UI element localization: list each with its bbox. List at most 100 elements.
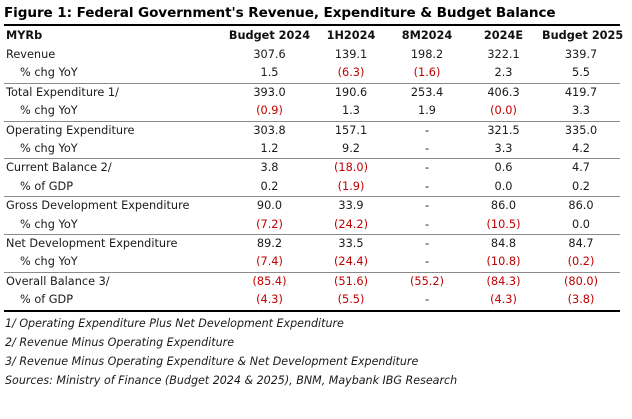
footnote: 1/ Operating Expenditure Plus Net Develo… — [5, 316, 344, 330]
value-cell: - — [389, 120, 465, 141]
value-cell: 1.3 — [342, 104, 360, 118]
footnotes: 1/ Operating Expenditure Plus Net Develo… — [4, 314, 620, 390]
header-row: MYRb Budget 2024 1H2024 8M2024 2024E Bud… — [4, 26, 624, 46]
value-cell: - — [389, 234, 465, 254]
value-cell: 322.1 — [487, 48, 520, 61]
table-row: Current Balance 2/3.8 (18.0) -0.6 4.7 — [4, 158, 620, 178]
value-cell: (0.0) — [490, 104, 517, 118]
value-cell: (0.2) — [567, 255, 595, 269]
column-header: Budget 2024 — [228, 29, 311, 42]
footnote: 3/ Revenue Minus Operating Expenditure &… — [5, 354, 419, 368]
value-cell: 2.3 — [494, 66, 513, 80]
value-cell: (24.2) — [334, 217, 368, 231]
value-cell: (55.2) — [389, 271, 465, 292]
value-cell: (85.4) — [226, 271, 313, 292]
row-sublabel: % chg YoY — [20, 66, 78, 80]
table-row: Operating Expenditure 303.8 157.1-321.5 335… — [4, 120, 620, 141]
value-cell: - — [389, 158, 465, 178]
value-cell: 9.2 — [342, 142, 360, 156]
value-cell: (1.6) — [413, 66, 441, 80]
value-cell: 419.7 — [542, 82, 620, 103]
value-cell: 4.2 — [572, 142, 590, 156]
footnote: 2/ Revenue Minus Operating Expenditure — [5, 335, 235, 349]
value-cell: 3.3 — [494, 142, 513, 156]
table-body: Revenue 307.6 139.1 198.2 322.1 339.7 % chg Yo… — [4, 46, 620, 312]
value-cell: (80.0) — [542, 271, 620, 292]
value-cell: (24.4) — [334, 255, 368, 269]
value-cell: (51.6) — [313, 271, 389, 292]
table-row: % chg YoY (0.9) 1.3 1.9 (0.0) 3.3 — [4, 102, 620, 121]
value-cell: 3.3 — [572, 104, 590, 118]
value-cell: 84.7 — [542, 234, 620, 254]
row-sublabel: % chg YoY — [20, 255, 78, 269]
column-header: MYRb — [6, 29, 43, 42]
value-cell: (6.3) — [337, 66, 365, 80]
table-row: % chg YoY 1.2 9.2 - 3.3 4.2 — [4, 140, 620, 159]
table-row: Total Expenditure 1/393.0 190.6 253.4 406.3… — [4, 82, 620, 103]
table-row: % of GDP (4.3) (5.5) - (4.3) (3.8) — [4, 291, 620, 312]
budget-table: MYRb Budget 2024 1H2024 8M2024 2024E Bud… — [4, 26, 624, 312]
value-cell: 84.8 — [465, 234, 542, 254]
table-row: % chg YoY (7.2) (24.2) - (10.5) 0.0 — [4, 216, 620, 235]
value-cell: 157.1 — [313, 120, 389, 141]
value-cell: - — [424, 255, 430, 269]
table-row: % chg YoY (7.4) (24.4) - (10.8) (0.2) — [4, 253, 620, 272]
value-cell: (3.8) — [542, 291, 620, 312]
row-label: Net Development Expenditure — [4, 234, 226, 254]
column-header: 8M2024 — [401, 29, 453, 42]
value-cell: - — [424, 179, 430, 193]
table-row: Net Development Expenditure 89.2 33.5-84.8… — [4, 234, 620, 254]
value-cell: (1.9) — [337, 179, 365, 193]
column-header: 1H2024 — [326, 29, 376, 42]
table-row: Overall Balance 3/(85.4) (51.6) (55.2) (84.… — [4, 271, 620, 292]
table-row: % of GDP 0.2 (1.9) - 0.0 0.2 — [4, 178, 620, 197]
value-cell: 90.0 — [226, 196, 313, 216]
value-cell: (10.5) — [486, 217, 521, 231]
row-label: Current Balance 2/ — [4, 158, 226, 178]
value-cell: 4.7 — [542, 158, 620, 178]
value-cell: 307.6 — [253, 48, 286, 61]
sources-note: Sources: Ministry of Finance (Budget 202… — [5, 373, 458, 387]
table-row: Gross Development Expenditure 90.0 33.9-86… — [4, 196, 620, 216]
value-cell: 1.5 — [260, 66, 279, 80]
row-label: Gross Development Expenditure — [4, 196, 226, 216]
value-cell: 0.2 — [572, 179, 590, 193]
value-cell: 33.5 — [313, 234, 389, 254]
row-label: Overall Balance 3/ — [4, 271, 226, 292]
row-label: Revenue — [6, 48, 56, 61]
value-cell: 139.1 — [334, 48, 368, 61]
value-cell: (18.0) — [313, 158, 389, 178]
value-cell: (84.3) — [465, 271, 542, 292]
value-cell: 86.0 — [542, 196, 620, 216]
value-cell: (7.2) — [256, 217, 283, 231]
value-cell: 303.8 — [226, 120, 313, 141]
value-cell: 86.0 — [465, 196, 542, 216]
value-cell: - — [424, 142, 430, 156]
table-row: Revenue 307.6 139.1 198.2 322.1 339.7 — [4, 46, 620, 64]
value-cell: (10.8) — [486, 255, 521, 269]
value-cell: 89.2 — [226, 234, 313, 254]
value-cell: 33.9 — [313, 196, 389, 216]
value-cell: 5.5 — [572, 66, 590, 80]
value-cell: 198.2 — [410, 48, 444, 61]
value-cell: - — [424, 217, 430, 231]
figure-title: Figure 1: Federal Government's Revenue, … — [4, 2, 620, 26]
value-cell: (0.9) — [256, 104, 283, 118]
row-label: Operating Expenditure — [4, 120, 226, 141]
value-cell: (5.5) — [313, 291, 389, 312]
value-cell: 0.6 — [465, 158, 542, 178]
value-cell: 3.8 — [226, 158, 313, 178]
row-sublabel: % chg YoY — [20, 142, 78, 156]
row-label: Total Expenditure 1/ — [4, 82, 226, 103]
column-header: 2024E — [483, 29, 524, 42]
value-cell: 1.9 — [418, 104, 436, 118]
row-sublabel: % chg YoY — [20, 217, 78, 231]
value-cell: 339.7 — [564, 48, 598, 61]
value-cell: 406.3 — [465, 82, 542, 103]
value-cell: 0.2 — [260, 179, 279, 193]
value-cell: (4.3) — [226, 291, 313, 312]
column-header: Budget 2025 — [542, 29, 624, 42]
value-cell: 1.2 — [260, 142, 279, 156]
row-sublabel: % of GDP — [20, 179, 74, 193]
value-cell: 393.0 — [226, 82, 313, 103]
